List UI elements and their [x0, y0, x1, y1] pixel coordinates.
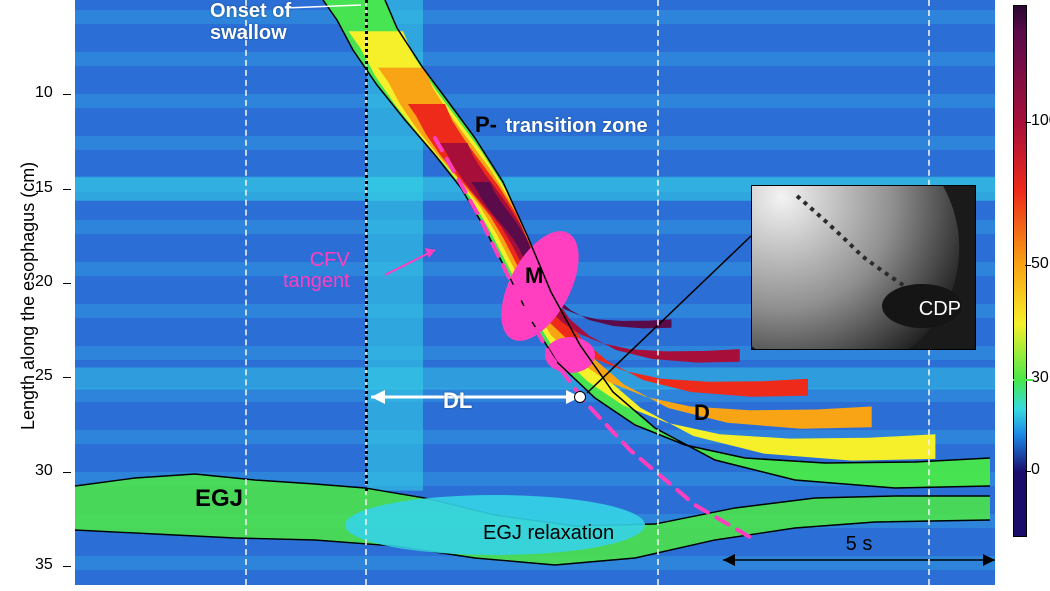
fluoroscopy-svg	[752, 186, 975, 349]
figure-root: Length along the esophagus (cm) 10 15 20 25…	[0, 0, 1050, 591]
colorbar-tick-label: 0	[1031, 461, 1040, 479]
cdp-marker	[574, 391, 586, 403]
fluoroscopy-inset: CDP	[751, 185, 976, 350]
y-tick-label: 30	[35, 462, 53, 480]
d-label: D	[694, 400, 710, 426]
colorbar-tick-label: 30	[1031, 369, 1049, 387]
y-axis-label: Length along the esophagus (cm)	[18, 162, 39, 430]
svg-text:5 s: 5 s	[846, 533, 873, 555]
colorbar-tick-mark	[1025, 122, 1031, 123]
y-tick-label: 35	[35, 556, 53, 574]
egj-label: EGJ	[195, 485, 243, 513]
vertical-guide	[245, 0, 247, 585]
y-tick-label: 15	[35, 179, 53, 197]
colorbar-tick-label: 100	[1031, 112, 1050, 130]
y-tick-mark	[63, 94, 71, 95]
heatmap-plot: 5 s Onset ofswallow P- transition zone M…	[75, 0, 995, 585]
y-tick-mark	[63, 283, 71, 284]
y-tick-label: 25	[35, 367, 53, 385]
onset-label: Onset ofswallow	[210, 0, 291, 44]
egj-relax-label: EGJ relaxation	[483, 522, 614, 545]
y-tick-mark	[63, 189, 71, 190]
dl-label: DL	[443, 388, 472, 414]
transition-zone-label: transition zone	[505, 115, 647, 137]
colorbar-tick-label: 50	[1031, 255, 1049, 273]
onset-line	[365, 0, 368, 491]
cfv-label: CFVtangent	[283, 250, 350, 292]
vertical-guide	[657, 0, 659, 585]
colorbar-tick-mark	[1025, 265, 1031, 266]
y-tick-mark	[63, 566, 71, 567]
y-tick-mark	[63, 377, 71, 378]
y-tick-mark	[63, 472, 71, 473]
p-label: P-	[475, 112, 497, 137]
colorbar-tick-mark	[1025, 471, 1031, 472]
y-tick-label: 10	[35, 84, 53, 102]
p-transition-label: P- transition zone	[475, 112, 648, 138]
colorbar	[1013, 5, 1027, 537]
colorbar-ref-line	[1013, 379, 1033, 381]
m-label: M	[525, 263, 543, 289]
y-tick-label: 20	[35, 273, 53, 291]
cdp-label: CDP	[919, 298, 961, 321]
